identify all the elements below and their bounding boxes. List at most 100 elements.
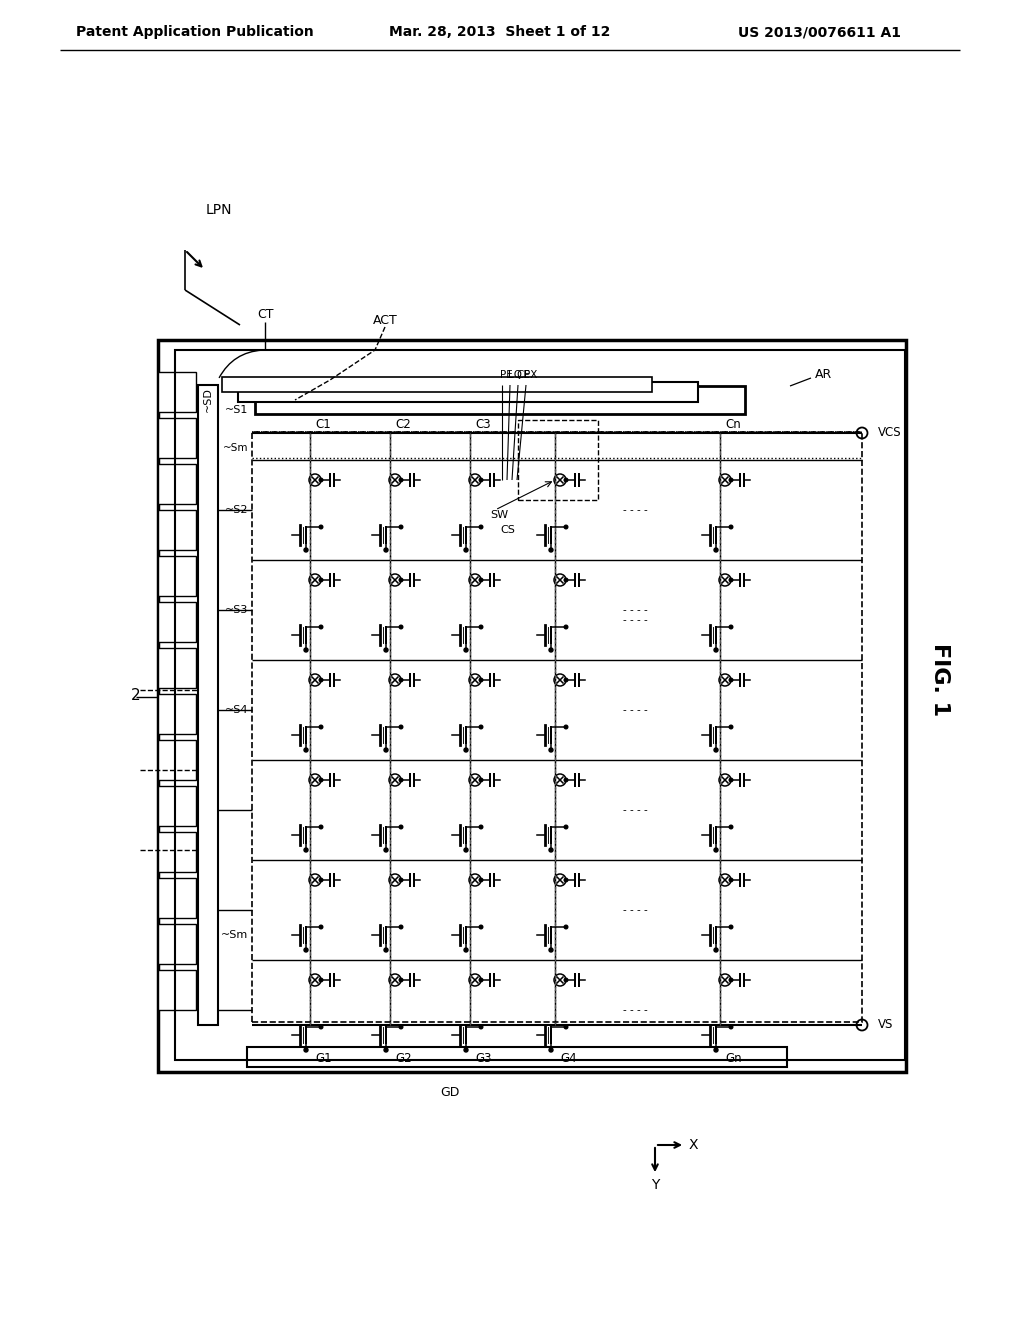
Text: X: X — [688, 1138, 697, 1152]
Circle shape — [564, 626, 567, 628]
Circle shape — [304, 548, 308, 552]
Circle shape — [729, 978, 733, 982]
Text: FIG. 1: FIG. 1 — [930, 643, 950, 717]
Circle shape — [479, 626, 482, 628]
Circle shape — [399, 626, 402, 628]
Text: VCS: VCS — [878, 426, 901, 440]
Circle shape — [384, 648, 388, 652]
Text: ~S2: ~S2 — [224, 506, 248, 515]
Circle shape — [549, 1048, 553, 1052]
Circle shape — [549, 948, 553, 952]
Circle shape — [319, 1026, 323, 1028]
Text: - - - -: - - - - — [623, 506, 647, 515]
Text: - - - -: - - - - — [623, 705, 647, 715]
Circle shape — [479, 825, 482, 829]
Text: ~S1: ~S1 — [224, 405, 248, 414]
Bar — [158, 878, 196, 917]
Text: 2: 2 — [131, 688, 141, 702]
Text: ACT: ACT — [373, 314, 397, 326]
Circle shape — [319, 578, 323, 582]
Circle shape — [564, 725, 567, 729]
Circle shape — [729, 779, 733, 781]
Text: C3: C3 — [475, 418, 490, 432]
Circle shape — [399, 779, 402, 781]
Circle shape — [549, 548, 553, 552]
Text: Gn: Gn — [725, 1052, 741, 1064]
Circle shape — [319, 779, 323, 781]
Circle shape — [714, 748, 718, 752]
Circle shape — [549, 748, 553, 752]
Bar — [158, 648, 196, 688]
Circle shape — [479, 779, 482, 781]
Circle shape — [729, 725, 733, 729]
Text: G4: G4 — [560, 1052, 577, 1064]
Text: CE: CE — [516, 370, 529, 380]
Circle shape — [479, 525, 482, 529]
Bar — [158, 418, 196, 458]
Bar — [158, 556, 196, 597]
Circle shape — [384, 847, 388, 851]
Text: LQ: LQ — [508, 370, 522, 380]
Circle shape — [564, 478, 567, 482]
Text: GD: GD — [440, 1085, 460, 1098]
Circle shape — [304, 847, 308, 851]
Circle shape — [399, 578, 402, 582]
Bar — [158, 832, 196, 873]
Bar — [158, 510, 196, 550]
Circle shape — [464, 847, 468, 851]
Text: Patent Application Publication: Patent Application Publication — [76, 25, 314, 40]
Circle shape — [564, 678, 567, 682]
Circle shape — [304, 948, 308, 952]
Circle shape — [399, 678, 402, 682]
Circle shape — [564, 925, 567, 929]
Text: G3: G3 — [475, 1052, 492, 1064]
Circle shape — [384, 948, 388, 952]
Text: CT: CT — [257, 309, 273, 322]
Bar — [252, 432, 862, 1022]
Text: C1: C1 — [315, 418, 331, 432]
Circle shape — [319, 878, 323, 882]
Circle shape — [399, 825, 402, 829]
Circle shape — [304, 1048, 308, 1052]
Circle shape — [729, 1026, 733, 1028]
Circle shape — [399, 878, 402, 882]
Circle shape — [564, 825, 567, 829]
Circle shape — [399, 1026, 402, 1028]
Circle shape — [729, 825, 733, 829]
Bar — [255, 385, 745, 414]
Bar — [198, 385, 218, 1026]
Circle shape — [304, 648, 308, 652]
Bar — [518, 420, 598, 500]
Circle shape — [319, 626, 323, 628]
Bar — [222, 378, 652, 392]
Text: C2: C2 — [395, 418, 411, 432]
Text: ~Sm: ~Sm — [221, 931, 248, 940]
Text: Y: Y — [651, 1177, 659, 1192]
Circle shape — [399, 725, 402, 729]
Circle shape — [729, 525, 733, 529]
Circle shape — [319, 525, 323, 529]
Text: PX: PX — [524, 370, 538, 380]
Circle shape — [319, 478, 323, 482]
Circle shape — [384, 1048, 388, 1052]
Circle shape — [714, 548, 718, 552]
Circle shape — [564, 779, 567, 781]
Bar — [158, 694, 196, 734]
Circle shape — [319, 978, 323, 982]
Circle shape — [479, 925, 482, 929]
Circle shape — [384, 748, 388, 752]
Circle shape — [479, 978, 482, 982]
Bar — [158, 924, 196, 964]
Circle shape — [549, 648, 553, 652]
Circle shape — [729, 478, 733, 482]
Circle shape — [464, 948, 468, 952]
Text: Cn: Cn — [725, 418, 740, 432]
Text: AR: AR — [815, 368, 833, 381]
Text: SW: SW — [490, 510, 508, 520]
Bar — [158, 465, 196, 504]
Circle shape — [319, 925, 323, 929]
Circle shape — [479, 878, 482, 882]
Circle shape — [399, 525, 402, 529]
Circle shape — [464, 748, 468, 752]
Circle shape — [319, 825, 323, 829]
